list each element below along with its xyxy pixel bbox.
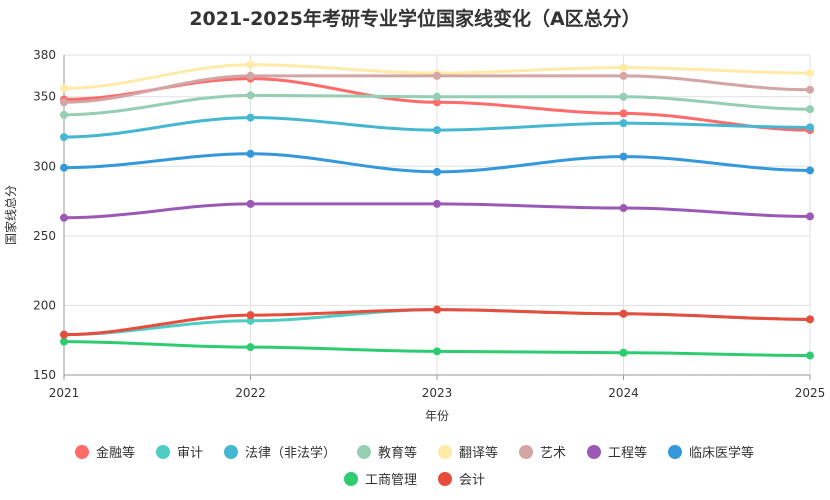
x-axis-title: 年份 <box>425 409 449 423</box>
series-9 <box>60 305 814 339</box>
data-point[interactable] <box>619 92 628 101</box>
data-point[interactable] <box>246 91 255 100</box>
legend-swatch <box>519 445 533 459</box>
data-point[interactable] <box>619 109 628 118</box>
y-tick-label: 300 <box>33 159 56 173</box>
data-point[interactable] <box>60 110 68 119</box>
data-point[interactable] <box>246 149 255 158</box>
data-point[interactable] <box>619 63 628 72</box>
legend-swatch <box>224 445 238 459</box>
x-tick-label: 2022 <box>235 386 266 400</box>
legend-item-3[interactable]: 教育等 <box>357 445 417 461</box>
data-point[interactable] <box>433 347 441 356</box>
data-point[interactable] <box>60 213 68 222</box>
data-point[interactable] <box>60 84 68 93</box>
data-point[interactable] <box>619 152 628 161</box>
series-2 <box>60 113 814 142</box>
x-tick-label: 2024 <box>608 386 639 400</box>
data-point[interactable] <box>806 212 814 221</box>
y-tick-label: 380 <box>33 48 56 62</box>
legend-item-0[interactable]: 金融等 <box>75 445 135 461</box>
legend-swatch <box>357 445 371 459</box>
data-point[interactable] <box>60 330 68 339</box>
data-point[interactable] <box>619 348 628 357</box>
legend-item-9[interactable]: 会计 <box>438 472 485 488</box>
data-point[interactable] <box>806 123 814 132</box>
data-point[interactable] <box>246 113 255 122</box>
data-point[interactable] <box>806 69 814 78</box>
data-point[interactable] <box>246 316 255 325</box>
legend-swatch <box>438 472 452 486</box>
y-tick-label: 200 <box>33 298 56 312</box>
legend-swatch <box>438 445 452 459</box>
data-point[interactable] <box>619 71 628 80</box>
data-point[interactable] <box>60 98 68 107</box>
data-point[interactable] <box>806 105 814 114</box>
data-point[interactable] <box>433 98 441 107</box>
chart-title: 2021-2025年考研专业学位国家线变化（A区总分） <box>189 7 640 30</box>
y-axis-title: 国家线总分 <box>3 185 18 245</box>
data-point[interactable] <box>246 199 255 208</box>
data-point[interactable] <box>619 309 628 318</box>
legend-label: 教育等 <box>378 445 417 461</box>
data-point[interactable] <box>806 166 814 175</box>
data-point[interactable] <box>433 305 441 314</box>
legend-swatch <box>344 472 358 486</box>
data-point[interactable] <box>619 204 628 213</box>
legend-item-5[interactable]: 艺术 <box>519 445 566 461</box>
data-point[interactable] <box>433 126 441 135</box>
series-8 <box>60 337 814 360</box>
data-point[interactable] <box>246 311 255 320</box>
data-point[interactable] <box>60 133 68 142</box>
data-point[interactable] <box>806 351 814 360</box>
data-point[interactable] <box>246 71 255 80</box>
y-tick-label: 250 <box>33 229 56 243</box>
legend-item-7[interactable]: 临床医学等 <box>668 445 754 461</box>
legend-item-8[interactable]: 工商管理 <box>344 472 417 488</box>
series-5 <box>60 71 814 107</box>
data-point[interactable] <box>246 60 255 69</box>
data-point[interactable] <box>806 85 814 94</box>
data-point[interactable] <box>60 163 68 172</box>
data-point[interactable] <box>433 199 441 208</box>
data-point[interactable] <box>433 71 441 80</box>
legend-item-4[interactable]: 翻译等 <box>438 445 498 461</box>
legend-label: 金融等 <box>96 445 135 461</box>
legend-swatch <box>668 445 682 459</box>
series-lines <box>60 60 814 360</box>
x-tick-label: 2021 <box>49 386 80 400</box>
legend-label: 法律（非法学） <box>245 445 336 461</box>
y-tick-label: 150 <box>33 368 56 382</box>
series-3 <box>60 91 814 119</box>
x-tick-label: 2023 <box>422 386 453 400</box>
axes: 150 200 250 300 350 380 2021 2022 2023 2024 2025 <box>33 48 825 400</box>
data-point[interactable] <box>60 337 68 346</box>
legend-swatch <box>75 445 89 459</box>
legend-label: 工商管理 <box>365 473 417 488</box>
legend-label: 工程等 <box>608 445 647 461</box>
legend-swatch <box>156 445 170 459</box>
data-point[interactable] <box>806 315 814 324</box>
series-7 <box>60 149 814 176</box>
data-point[interactable] <box>433 167 441 176</box>
legend-item-1[interactable]: 审计 <box>156 445 203 461</box>
legend-label: 审计 <box>177 446 203 461</box>
legend-item-2[interactable]: 法律（非法学） <box>224 445 336 461</box>
x-tick-label: 2025 <box>795 386 826 400</box>
data-point[interactable] <box>619 119 628 128</box>
series-6 <box>60 199 814 222</box>
y-tick-label: 350 <box>33 90 56 104</box>
legend-label: 会计 <box>459 473 485 488</box>
legend-label: 临床医学等 <box>689 445 754 461</box>
data-point[interactable] <box>246 343 255 352</box>
legend-label: 翻译等 <box>459 445 498 461</box>
legend-label: 艺术 <box>540 446 566 461</box>
data-point[interactable] <box>433 92 441 101</box>
legend-swatch <box>587 445 601 459</box>
legend-item-6[interactable]: 工程等 <box>587 445 647 461</box>
